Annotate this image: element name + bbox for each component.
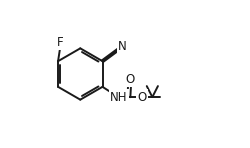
Text: O: O — [125, 73, 134, 86]
Text: N: N — [118, 40, 127, 53]
Text: O: O — [137, 91, 146, 104]
Text: NH: NH — [110, 91, 128, 104]
Text: F: F — [57, 36, 64, 49]
